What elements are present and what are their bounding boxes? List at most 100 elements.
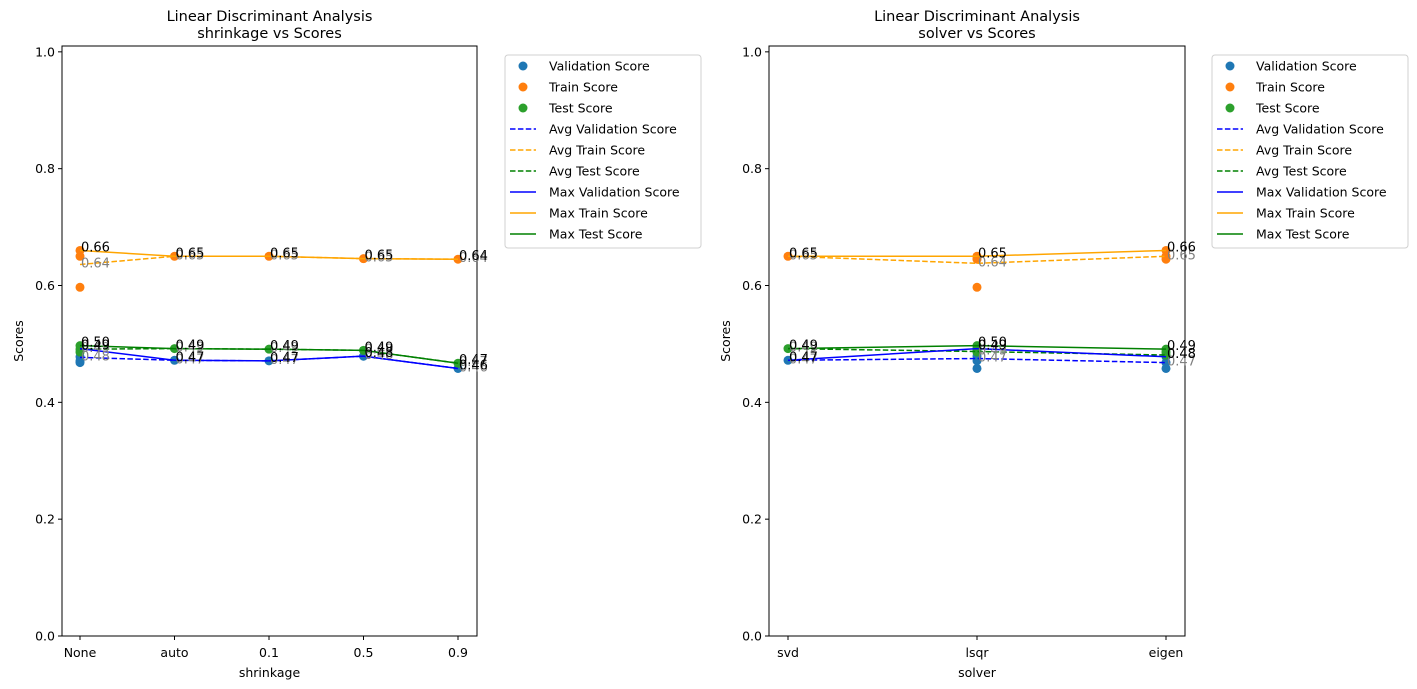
max-test-value-label: 0.50 bbox=[978, 336, 1007, 351]
validation-score-point bbox=[1161, 363, 1171, 373]
y-tick-label: 0.6 bbox=[742, 278, 762, 293]
legend-label: Max Train Score bbox=[1256, 206, 1355, 221]
axes-frame bbox=[768, 45, 1186, 637]
y-tick-label: 0.8 bbox=[742, 161, 762, 176]
avg-test-value-label: 0.49 bbox=[978, 344, 1007, 359]
legend-marker-train bbox=[1225, 82, 1235, 92]
max-train-value-label: 0.66 bbox=[81, 240, 110, 255]
max-test-value-label: 0.50 bbox=[81, 336, 110, 351]
avg-train-value-label: 0.64 bbox=[978, 255, 1007, 270]
x-tick-label: lsqr bbox=[965, 645, 989, 660]
avg-train-value-label: 0.65 bbox=[1167, 248, 1196, 263]
max-validation-value-label: 0.49 bbox=[978, 339, 1007, 354]
x-axis-label: shrinkage bbox=[239, 665, 301, 680]
x-tick-label: 0.1 bbox=[259, 645, 279, 660]
chart-subtitle: shrinkage vs Scores bbox=[197, 26, 342, 42]
x-tick-label: 0.9 bbox=[448, 645, 468, 660]
validation-score-point bbox=[75, 356, 85, 366]
test-score-point bbox=[972, 347, 982, 357]
avg-validation-value-label: 0.47 bbox=[978, 351, 1007, 366]
legend-marker-validation bbox=[518, 61, 528, 71]
x-tick-label: 0.5 bbox=[354, 645, 374, 660]
max-test-value-label: 0.49 bbox=[1167, 339, 1196, 354]
avg-validation-value-label: 0.47 bbox=[176, 352, 205, 367]
x-tick-label: eigen bbox=[1149, 645, 1184, 660]
avg-test-value-label: 0.47 bbox=[459, 355, 488, 370]
legend-label: Max Test Score bbox=[549, 227, 643, 242]
legend-box bbox=[1211, 54, 1409, 249]
chart-subtitle: solver vs Scores bbox=[918, 26, 1035, 42]
legend-label: Validation Score bbox=[549, 59, 650, 74]
max-test-line bbox=[79, 344, 459, 364]
max-validation-value-label: 0.47 bbox=[789, 350, 818, 365]
avg-train-value-label: 0.65 bbox=[789, 248, 818, 263]
legend-label: Max Train Score bbox=[549, 206, 648, 221]
legend: Validation Score Train Score Test Score Avg… bbox=[1211, 54, 1409, 249]
legend: Validation Score Train Score Test Score Avg… bbox=[504, 54, 702, 249]
max-test-value-label: 0.47 bbox=[459, 353, 488, 368]
train-score-point bbox=[75, 251, 85, 261]
legend-marker-train bbox=[518, 82, 528, 92]
avg-validation-value-label: 0.47 bbox=[1167, 355, 1196, 370]
legend-marker-test bbox=[1225, 103, 1235, 113]
avg-train-value-label: 0.65 bbox=[365, 251, 394, 266]
avg-validation-value-label: 0.48 bbox=[365, 348, 394, 363]
max-train-value-label: 0.65 bbox=[270, 246, 299, 261]
max-train-value-label: 0.65 bbox=[365, 249, 394, 264]
legend-label: Avg Test Score bbox=[549, 164, 640, 179]
y-tick-label: 1.0 bbox=[35, 44, 55, 59]
legend-label: Max Validation Score bbox=[549, 185, 680, 200]
legend-label: Avg Validation Score bbox=[549, 122, 677, 137]
legend-label: Validation Score bbox=[1256, 59, 1357, 74]
avg-validation-value-label: 0.48 bbox=[81, 349, 110, 364]
max-validation-value-label: 0.46 bbox=[459, 358, 488, 373]
y-axis-label: Scores bbox=[718, 320, 733, 362]
y-tick-label: 1.0 bbox=[742, 44, 762, 59]
max-test-value-label: 0.49 bbox=[270, 339, 299, 354]
max-train-value-label: 0.65 bbox=[978, 246, 1007, 261]
avg-test-value-label: 0.49 bbox=[81, 341, 110, 356]
avg-test-value-label: 0.49 bbox=[365, 342, 394, 357]
y-tick-label: 0.4 bbox=[35, 395, 55, 410]
x-tick-label: auto bbox=[160, 645, 188, 660]
max-train-line bbox=[79, 249, 459, 260]
y-tick-label: 0.6 bbox=[35, 278, 55, 293]
avg-validation-value-label: 0.46 bbox=[459, 360, 488, 375]
y-tick-label: 0.0 bbox=[35, 629, 55, 644]
train-score-point bbox=[972, 282, 982, 292]
max-validation-line bbox=[79, 347, 459, 370]
avg-train-value-label: 0.64 bbox=[81, 256, 110, 271]
max-test-value-label: 0.49 bbox=[176, 339, 205, 354]
legend-label: Train Score bbox=[1255, 80, 1325, 95]
max-train-value-label: 0.65 bbox=[789, 246, 818, 261]
legend-marker-test bbox=[518, 103, 528, 113]
avg-train-line bbox=[79, 255, 459, 266]
avg-validation-value-label: 0.47 bbox=[789, 352, 818, 367]
x-axis-label: solver bbox=[958, 665, 997, 680]
avg-test-value-label: 0.49 bbox=[789, 341, 818, 356]
max-validation-value-label: 0.48 bbox=[1167, 347, 1196, 362]
max-validation-value-label: 0.47 bbox=[270, 351, 299, 366]
avg-test-value-label: 0.48 bbox=[1167, 347, 1196, 362]
legend-label: Train Score bbox=[548, 80, 618, 95]
avg-train-value-label: 0.65 bbox=[270, 248, 299, 263]
chart-title: Linear Discriminant Analysis bbox=[874, 9, 1080, 25]
max-test-value-label: 0.49 bbox=[365, 340, 394, 355]
avg-validation-value-label: 0.47 bbox=[270, 353, 299, 368]
legend-label: Max Validation Score bbox=[1256, 185, 1387, 200]
y-tick-label: 0.8 bbox=[35, 161, 55, 176]
max-train-value-label: 0.66 bbox=[1167, 240, 1196, 255]
max-train-value-label: 0.64 bbox=[459, 249, 488, 264]
legend-label: Avg Train Score bbox=[549, 143, 645, 158]
max-test-line bbox=[787, 344, 1167, 350]
x-tick-label: svd bbox=[777, 645, 799, 660]
legend-label: Avg Validation Score bbox=[1256, 122, 1384, 137]
legend-label: Avg Train Score bbox=[1256, 143, 1352, 158]
avg-train-value-label: 0.64 bbox=[459, 251, 488, 266]
legend-box bbox=[504, 54, 702, 249]
legend-marker-validation bbox=[1225, 61, 1235, 71]
max-validation-line bbox=[787, 347, 1167, 362]
y-tick-label: 0.2 bbox=[35, 512, 55, 527]
